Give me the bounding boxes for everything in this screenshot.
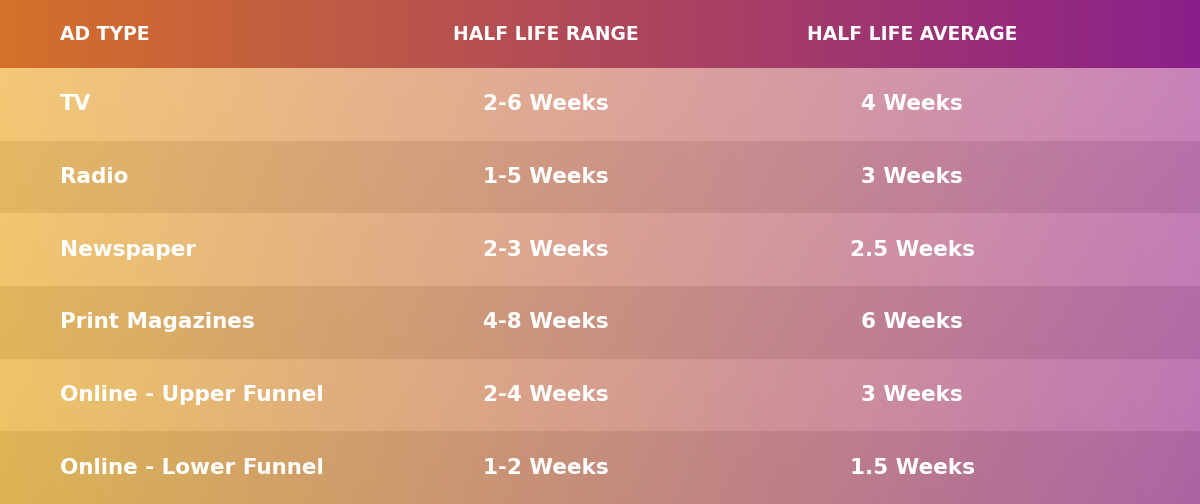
Text: 1.5 Weeks: 1.5 Weeks — [850, 458, 974, 478]
Text: Newspaper: Newspaper — [60, 240, 196, 260]
Text: 2-4 Weeks: 2-4 Weeks — [484, 385, 608, 405]
Text: Print Magazines: Print Magazines — [60, 312, 254, 332]
Text: 6 Weeks: 6 Weeks — [862, 312, 962, 332]
Bar — [0, 359, 1200, 431]
Text: 4-8 Weeks: 4-8 Weeks — [484, 312, 608, 332]
Text: Online - Upper Funnel: Online - Upper Funnel — [60, 385, 324, 405]
Text: TV: TV — [60, 94, 91, 114]
Text: 3 Weeks: 3 Weeks — [862, 385, 962, 405]
Text: HALF LIFE AVERAGE: HALF LIFE AVERAGE — [806, 25, 1018, 43]
Bar — [0, 141, 1200, 213]
Bar — [0, 431, 1200, 504]
Text: HALF LIFE RANGE: HALF LIFE RANGE — [454, 25, 638, 43]
Text: 2.5 Weeks: 2.5 Weeks — [850, 240, 974, 260]
Bar — [0, 286, 1200, 359]
Text: Online - Lower Funnel: Online - Lower Funnel — [60, 458, 324, 478]
Text: 1-5 Weeks: 1-5 Weeks — [484, 167, 608, 187]
Text: AD TYPE: AD TYPE — [60, 25, 150, 43]
Bar — [0, 68, 1200, 141]
Text: 4 Weeks: 4 Weeks — [862, 94, 962, 114]
Text: 3 Weeks: 3 Weeks — [862, 167, 962, 187]
Text: 2-3 Weeks: 2-3 Weeks — [484, 240, 608, 260]
Text: Radio: Radio — [60, 167, 128, 187]
Text: 2-6 Weeks: 2-6 Weeks — [484, 94, 608, 114]
Bar — [0, 213, 1200, 286]
Text: 1-2 Weeks: 1-2 Weeks — [484, 458, 608, 478]
